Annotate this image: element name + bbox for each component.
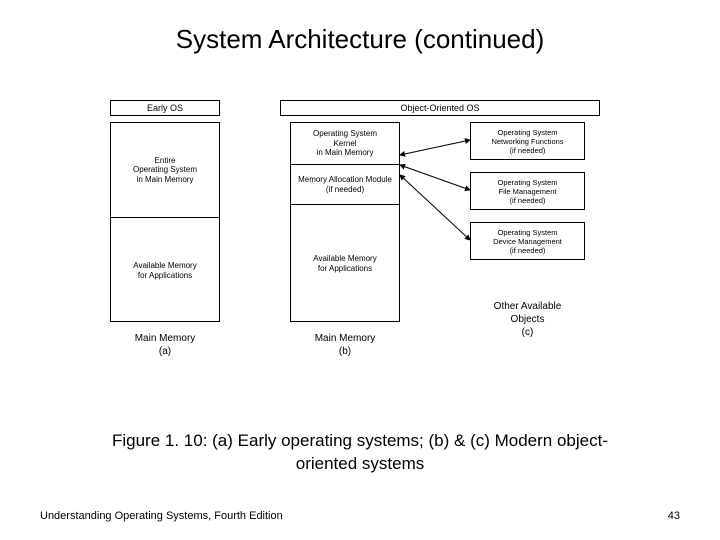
column-a-header-label: Early OS [147, 103, 183, 113]
object-box-line: Networking Functions [491, 137, 563, 146]
memory-cell: EntireOperating Systemin Main Memory [111, 123, 219, 218]
column-b-header: Object-Oriented OS [280, 100, 600, 116]
object-box-line: Device Management [493, 237, 562, 246]
caption-line: Other Available [470, 300, 585, 313]
memory-cell: Available Memoryfor Applications [291, 205, 399, 323]
page-number: 43 [668, 510, 680, 522]
column-a-memory-block: EntireOperating Systemin Main MemoryAvai… [110, 122, 220, 322]
object-box-line: Operating System [497, 178, 557, 187]
footer-left: Understanding Operating Systems, Fourth … [40, 510, 283, 522]
double-arrow [400, 175, 470, 240]
memory-cell-line: for Applications [138, 271, 192, 281]
memory-cell-line: for Applications [318, 264, 372, 274]
memory-cell: Available Memoryfor Applications [111, 218, 219, 323]
caption-line: Main Memory [290, 332, 400, 345]
object-box-line: Operating System [497, 228, 557, 237]
caption-line: (c) [470, 326, 585, 339]
diagram-area: Early OS EntireOperating Systemin Main M… [90, 100, 630, 390]
object-box: Operating SystemDevice Management(if nee… [470, 222, 585, 260]
memory-cell-line: Available Memory [133, 261, 196, 271]
caption-line: (b) [290, 345, 400, 358]
memory-cell-line: Kernel [333, 139, 356, 149]
column-b-header-label: Object-Oriented OS [400, 103, 479, 113]
object-box-line: File Management [499, 187, 557, 196]
object-box-line: Operating System [497, 128, 557, 137]
column-b-memory-block: Operating SystemKernelin Main MemoryMemo… [290, 122, 400, 322]
memory-cell-line: Memory Allocation Module [298, 175, 392, 185]
memory-cell: Operating SystemKernelin Main Memory [291, 123, 399, 165]
memory-cell-line: (if needed) [326, 185, 364, 195]
column-c-caption: Other AvailableObjects(c) [470, 300, 585, 339]
caption-line: Main Memory [110, 332, 220, 345]
object-box-line: (if needed) [510, 246, 546, 255]
object-box: Operating SystemFile Management(if neede… [470, 172, 585, 210]
caption-line: Objects [470, 313, 585, 326]
object-box: Operating SystemNetworking Functions(if … [470, 122, 585, 160]
memory-cell-line: Entire [155, 156, 176, 166]
object-box-line: (if needed) [510, 196, 546, 205]
double-arrow [400, 165, 470, 190]
column-a-header: Early OS [110, 100, 220, 116]
object-box-line: (if needed) [510, 146, 546, 155]
column-a-caption: Main Memory(a) [110, 332, 220, 358]
slide-title: System Architecture (continued) [0, 0, 720, 55]
column-b-caption: Main Memory(b) [290, 332, 400, 358]
memory-cell-line: Operating System [313, 129, 377, 139]
memory-cell: Memory Allocation Module(if needed) [291, 165, 399, 205]
memory-cell-line: Operating System [133, 165, 197, 175]
caption-line: (a) [110, 345, 220, 358]
double-arrow [400, 140, 470, 155]
memory-cell-line: Available Memory [313, 254, 376, 264]
memory-cell-line: in Main Memory [137, 175, 194, 185]
memory-cell-line: in Main Memory [317, 148, 374, 158]
figure-caption: Figure 1. 10: (a) Early operating system… [0, 430, 720, 476]
